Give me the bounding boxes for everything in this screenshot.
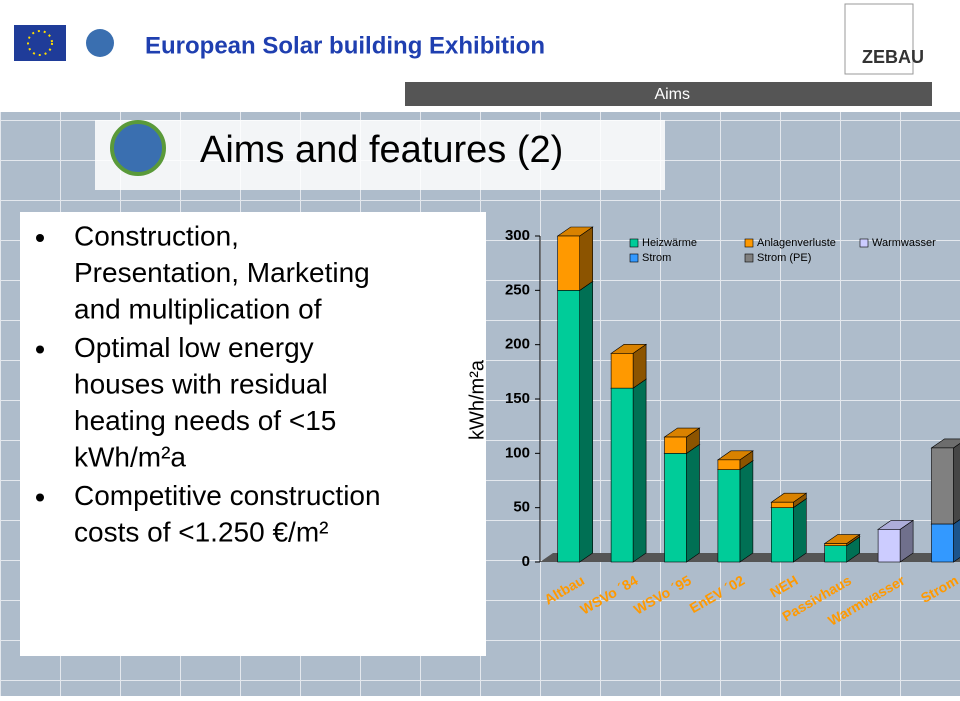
bar — [825, 544, 847, 546]
bullet-dot — [36, 494, 44, 502]
section-label: Aims — [654, 86, 690, 103]
bar — [665, 437, 687, 453]
y-tick-label: 150 — [505, 390, 530, 407]
legend-label: Heizwärme — [642, 237, 697, 249]
bar-side — [954, 439, 960, 524]
bar — [665, 453, 687, 562]
bullet-text: and multiplication of — [74, 293, 322, 324]
bar — [611, 388, 633, 562]
bar-side — [740, 461, 753, 562]
y-tick-label: 50 — [513, 499, 530, 516]
legend-swatch — [860, 239, 868, 247]
bullet-text: Presentation, Marketing — [74, 257, 370, 288]
y-tick-label: 100 — [505, 444, 530, 461]
bar — [558, 236, 580, 290]
bar — [718, 470, 740, 562]
legend-label: Strom (PE) — [757, 252, 811, 264]
legend-swatch — [630, 239, 638, 247]
bar — [611, 353, 633, 388]
bar-side — [793, 499, 806, 562]
altener-logo — [112, 122, 164, 174]
legend-swatch — [745, 254, 753, 262]
legend-label: Anlagenverluste — [757, 237, 836, 249]
bullet-text: costs of <1.250 €/m² — [74, 516, 328, 547]
legend-label: Warmwasser — [872, 237, 936, 249]
bullet-text: houses with residual — [74, 368, 328, 399]
bar — [771, 502, 793, 507]
y-axis-label: kWh/m²a — [466, 359, 488, 440]
legend-swatch — [630, 254, 638, 262]
bar — [932, 524, 954, 562]
bar — [771, 508, 793, 562]
y-tick-label: 200 — [505, 336, 530, 353]
bullet-text: kWh/m²a — [74, 441, 186, 472]
bullet-dot — [36, 234, 44, 242]
y-tick-label: 300 — [505, 227, 530, 244]
legend-label: Strom — [642, 252, 671, 264]
header-title: European Solar building Exhibition — [145, 32, 545, 59]
bar — [558, 290, 580, 562]
bar-side — [580, 281, 593, 562]
bullet-text: Construction, — [74, 220, 239, 251]
bar — [718, 460, 740, 470]
bullet-text: Competitive construction — [74, 480, 381, 511]
bar-side — [687, 444, 700, 562]
y-tick-label: 0 — [522, 553, 530, 570]
bar — [825, 546, 847, 562]
bar — [878, 529, 900, 562]
small-logo — [86, 29, 114, 57]
bullet-text: heating needs of <15 — [74, 405, 336, 436]
legend-swatch — [745, 239, 753, 247]
zebau-logo: ZEBAU — [862, 47, 924, 67]
bullet-text: Optimal low energy — [74, 332, 314, 363]
y-tick-label: 250 — [505, 281, 530, 298]
slide-title: Aims and features (2) — [200, 129, 563, 171]
bar-side — [580, 227, 593, 290]
bar-side — [633, 379, 646, 562]
bullet-dot — [36, 346, 44, 354]
bar — [932, 448, 954, 524]
